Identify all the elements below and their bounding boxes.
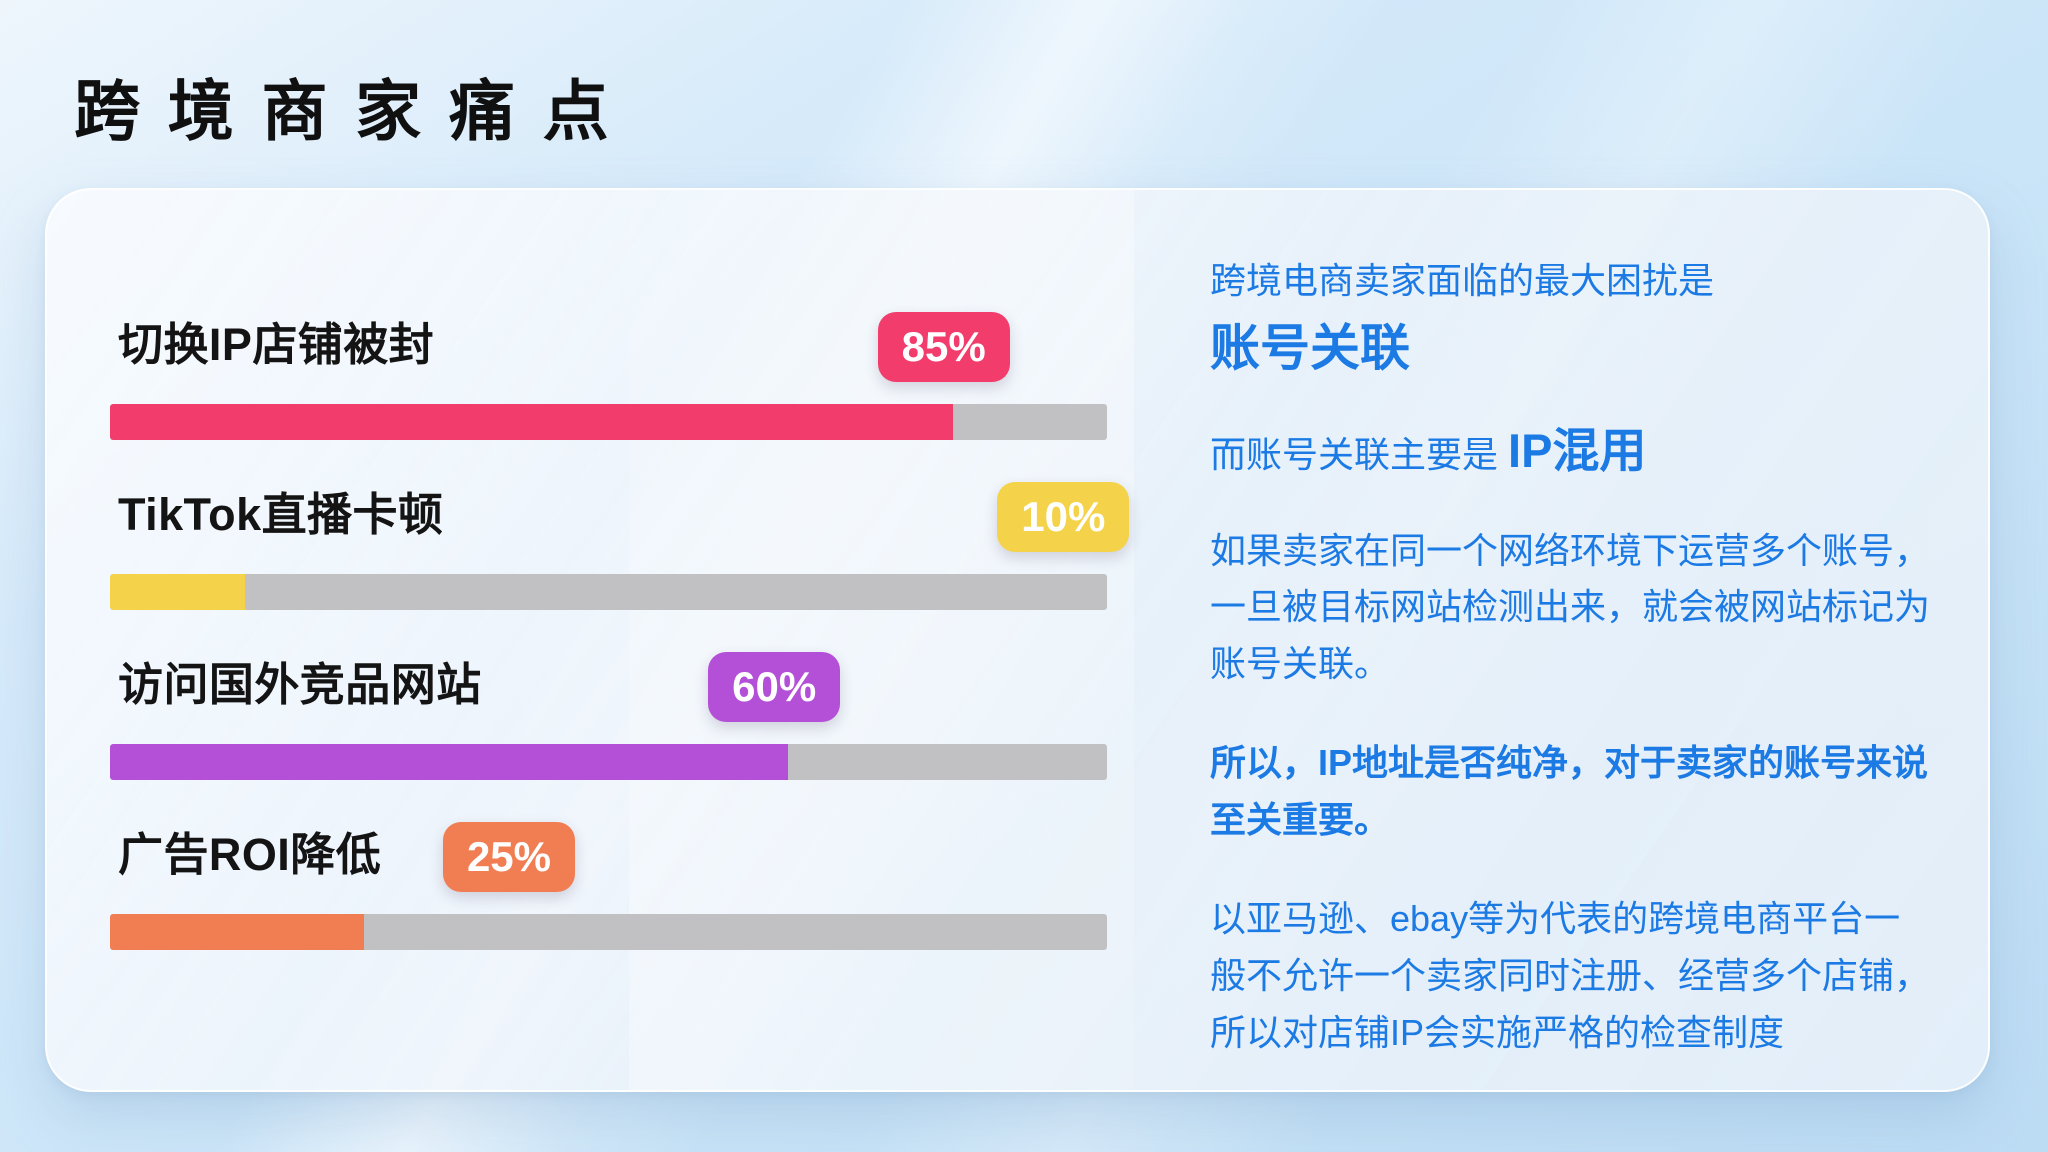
paragraph-platform-rules: 以亚马逊、ebay等为代表的跨境电商平台一 般不允许一个卖家同时注册、经营多个店… bbox=[1210, 897, 1931, 1053]
bar-fill bbox=[110, 404, 954, 440]
value-badge: 85% bbox=[877, 312, 1010, 382]
headline-account-association: 账号关联 bbox=[1210, 320, 1410, 376]
value-badge: 60% bbox=[708, 652, 841, 722]
bar-category-label: 切换IP店铺被封 bbox=[118, 319, 435, 370]
bar-row-head: 广告ROI降低 25% bbox=[110, 822, 1107, 914]
bar-fill bbox=[110, 744, 788, 780]
bar-row: 访问国外竞品网站 60% bbox=[110, 652, 1107, 780]
bar-row-head: 访问国外竞品网站 60% bbox=[110, 652, 1107, 744]
bar-row: TikTok直播卡顿 10% bbox=[110, 482, 1130, 610]
subline-highlight-ip-mixing: IP混用 bbox=[1508, 423, 1647, 477]
page-title: 跨境商家痛点 bbox=[74, 74, 637, 148]
info-panel: 跨境电商卖家面临的最大困扰是 账号关联 而账号关联主要是 IP混用 如果卖家在同… bbox=[1210, 254, 1970, 1062]
bar-track bbox=[110, 574, 1107, 610]
bar-category-label: 访问国外竞品网站 bbox=[118, 659, 482, 710]
subline-text: 而账号关联主要是 IP混用 bbox=[1210, 420, 1970, 481]
bar-fill bbox=[110, 574, 245, 610]
bar-row-head: 切换IP店铺被封 85% bbox=[110, 312, 1107, 404]
bar-fill bbox=[110, 914, 365, 950]
intro-text: 跨境电商卖家面临的最大困扰是 bbox=[1210, 260, 1715, 301]
bar-track bbox=[110, 744, 1107, 780]
paragraph-ip-purity: 所以，IP地址是否纯净，对于卖家的账号来说 至关重要。 bbox=[1210, 742, 1929, 841]
bar-row: 广告ROI降低 25% bbox=[110, 822, 1107, 950]
bar-category-label: 广告ROI降低 bbox=[118, 829, 382, 880]
bar-row: 切换IP店铺被封 85% bbox=[110, 312, 1107, 440]
paragraph-network-detection: 如果卖家在同一个网络环境下运营多个账号， 一旦被目标网站检测出来，就会被网站标记… bbox=[1210, 529, 1931, 685]
bar-track bbox=[110, 914, 1107, 950]
bar-track bbox=[110, 404, 1107, 440]
value-badge: 25% bbox=[442, 822, 575, 892]
pain-points-bar-chart: 切换IP店铺被封 85% TikTok直播卡顿 10% 访问国外竞品网站 bbox=[110, 312, 1130, 950]
value-badge: 10% bbox=[997, 482, 1130, 552]
bar-row-head: TikTok直播卡顿 10% bbox=[110, 482, 1130, 574]
subline-prefix: 而账号关联主要是 bbox=[1210, 433, 1509, 475]
content-card: 切换IP店铺被封 85% TikTok直播卡顿 10% 访问国外竞品网站 bbox=[45, 188, 1990, 1092]
bar-category-label: TikTok直播卡顿 bbox=[118, 489, 444, 540]
